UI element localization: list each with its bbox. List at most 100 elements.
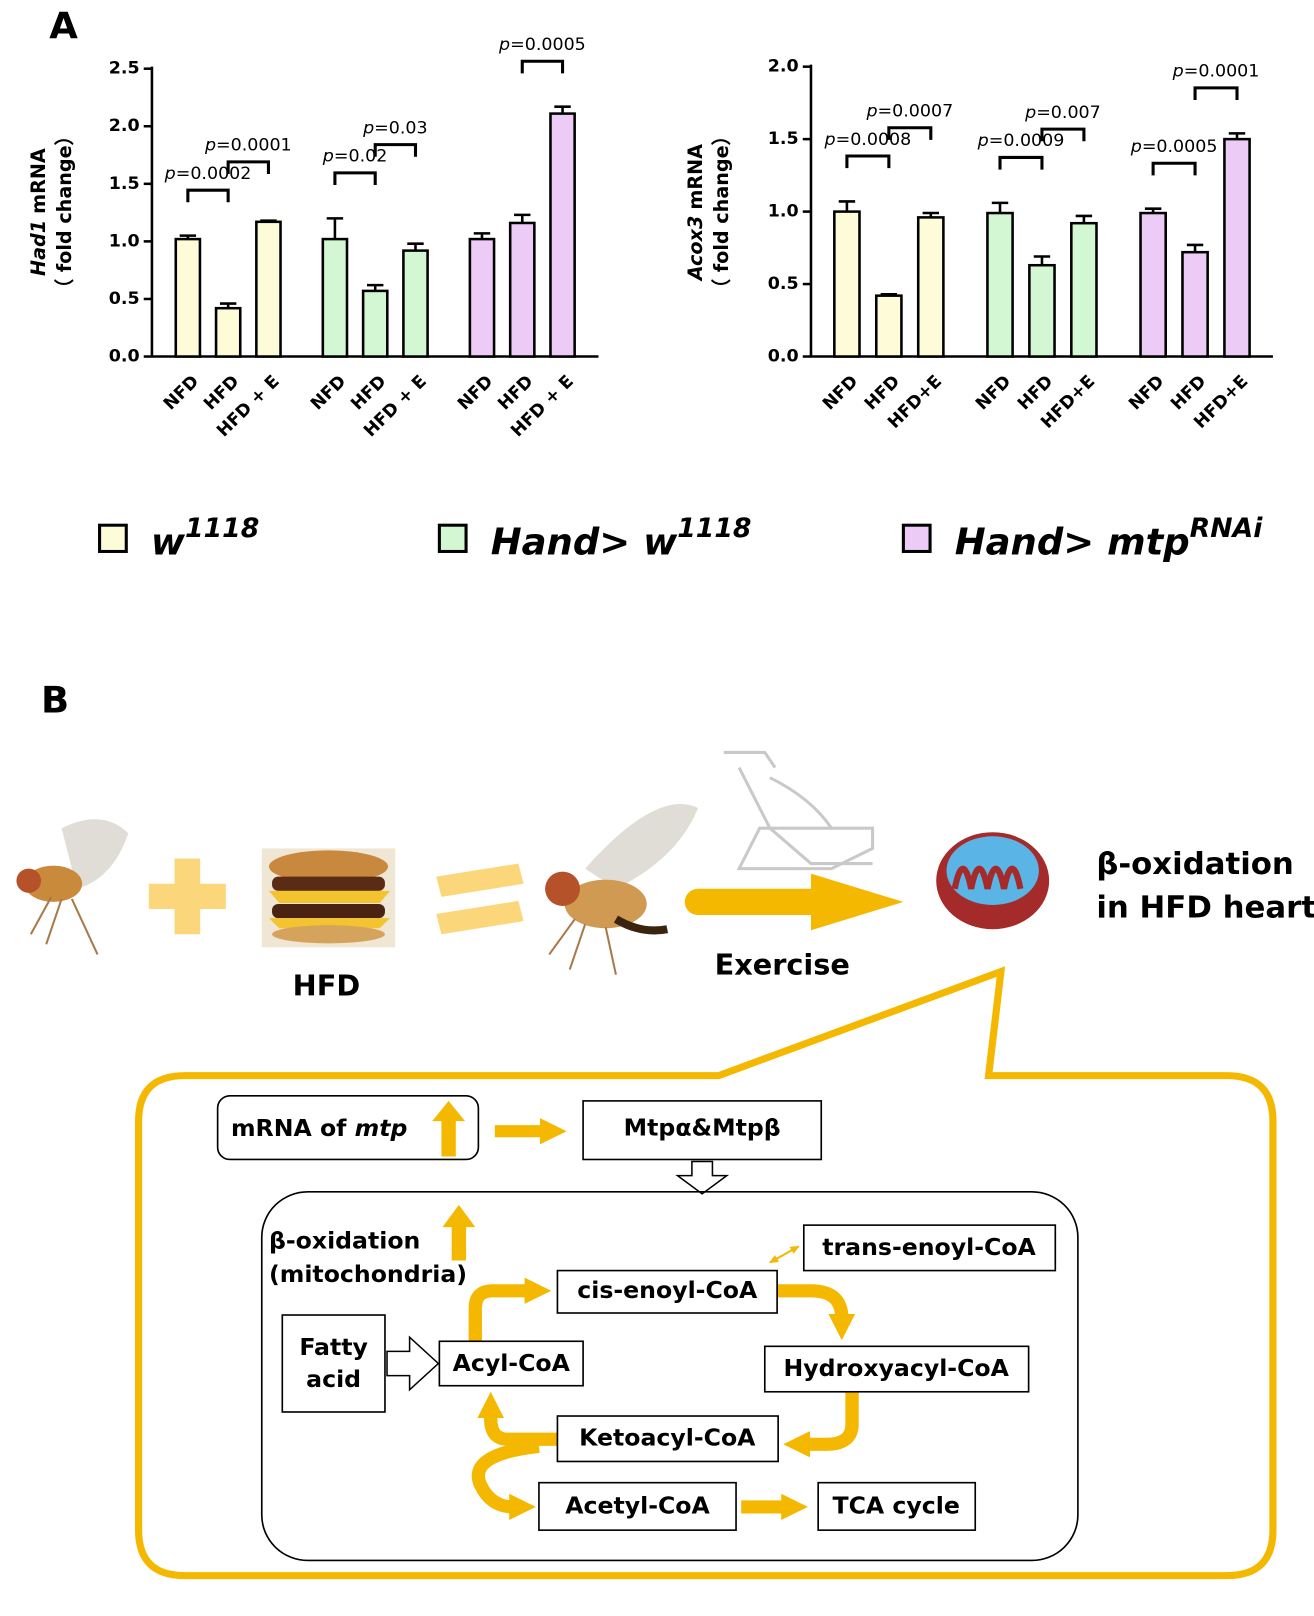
text: =0.0009 <box>989 131 1065 151</box>
legend-label: Hand> w1118 <box>491 513 752 563</box>
error-bar <box>366 283 384 291</box>
text: Hand> w <box>491 520 678 563</box>
significance-bracket <box>1151 161 1197 176</box>
text: =0.0005 <box>1142 137 1218 157</box>
text: 1118 <box>185 513 259 544</box>
panel-label: A <box>49 5 78 48</box>
node-label: Ketoacyl-CoA <box>579 1424 755 1452</box>
bar <box>1223 137 1251 358</box>
arrow <box>477 1391 558 1446</box>
significance-bracket <box>1040 127 1086 142</box>
node-label: Mtpα&Mtpβ <box>624 1114 781 1142</box>
bar <box>549 112 576 358</box>
error-bar <box>838 200 856 212</box>
node-box <box>281 1314 386 1413</box>
p-value: p=0.0005 <box>1130 137 1218 157</box>
bar <box>321 237 349 358</box>
p-value: p=0.0001 <box>1172 62 1260 82</box>
bar <box>874 294 903 358</box>
p-value: p=0.0002 <box>164 164 252 184</box>
bar <box>1070 221 1098 358</box>
text: p <box>164 164 176 184</box>
up-arrow <box>432 1100 466 1157</box>
error-bar <box>1075 214 1093 224</box>
node-box <box>763 1345 1030 1393</box>
bar <box>214 306 242 358</box>
equals-icon <box>436 863 524 935</box>
x-tick-label: NFD <box>1125 372 1168 415</box>
bar <box>174 237 202 358</box>
y-axis-label: Had1 mRNA <box>26 148 49 276</box>
p-value: p=0.02 <box>322 147 388 167</box>
error-bar <box>260 219 277 222</box>
node-label: Acyl-CoA <box>453 1349 570 1377</box>
text: p <box>1172 62 1184 82</box>
text: p <box>322 147 334 167</box>
text: =0.0001 <box>1184 62 1260 82</box>
legend-label: Hand> mtpRNAi <box>955 513 1264 563</box>
error-bar <box>1186 243 1204 253</box>
legend-swatch <box>98 523 128 553</box>
y-axis-label: Acox3 mRNA <box>683 144 706 282</box>
error-bar <box>880 292 898 296</box>
significance-bracket <box>845 154 891 169</box>
arrow <box>783 1391 859 1458</box>
y-tick-label: 0.0 <box>768 347 799 367</box>
significance-bracket <box>226 160 270 175</box>
panel-label: B <box>41 679 69 722</box>
text: Had1 <box>26 220 49 276</box>
error-bar <box>1144 207 1162 214</box>
text: p <box>824 130 836 150</box>
label: in HFD heart <box>1096 891 1314 926</box>
error-bar <box>179 234 197 240</box>
text: =0.007 <box>1036 103 1101 123</box>
bar <box>468 237 496 358</box>
text: p <box>498 35 510 55</box>
legend-swatch <box>901 523 932 553</box>
error-bar <box>922 211 940 218</box>
bar <box>986 211 1014 358</box>
text: Hand> mtp <box>955 520 1190 563</box>
diagram: B HFD Exercise β-oxidation in HFD heart … <box>16 679 1314 1580</box>
significance-bracket <box>520 59 565 74</box>
text: mRNA <box>26 148 49 214</box>
node-label: acid <box>306 1365 361 1393</box>
p-value: p=0.0008 <box>824 130 912 150</box>
error-bar <box>326 217 344 240</box>
text: =0.02 <box>334 147 387 167</box>
text: RNAi <box>1190 513 1264 544</box>
p-value: p=0.0009 <box>977 131 1065 151</box>
y-tick-label: 2.0 <box>109 116 140 136</box>
y-tick-label: 0.5 <box>768 274 799 294</box>
arrow <box>471 1439 540 1521</box>
text: =0.0002 <box>176 164 252 184</box>
bar <box>508 221 536 358</box>
y-tick-label: 0.0 <box>109 347 140 367</box>
node-box <box>438 1340 584 1387</box>
y-tick-label: 1.5 <box>768 129 799 149</box>
error-bar <box>514 213 531 223</box>
text: =0.0001 <box>216 136 292 156</box>
callout <box>134 966 1277 1580</box>
fly-icon <box>16 819 129 955</box>
x-tick-label: NFD <box>454 372 497 415</box>
significance-bracket <box>998 155 1044 170</box>
error-bar <box>1033 255 1051 266</box>
fly-icon <box>545 803 699 975</box>
significance-bracket <box>186 188 230 203</box>
node-box <box>538 1481 737 1531</box>
node-box <box>216 1095 480 1161</box>
x-tick-label: NFD <box>972 372 1015 415</box>
label: β-oxidation <box>269 1227 420 1255</box>
p-value: p=0.0005 <box>498 35 586 55</box>
x-tick-label: NFD <box>160 372 203 415</box>
y-tick-label: 1.5 <box>109 174 140 194</box>
significance-bracket <box>1193 86 1239 101</box>
hollow-arrow <box>386 1335 440 1392</box>
text: =0.03 <box>374 119 427 139</box>
text: p <box>865 102 877 122</box>
text: 1118 <box>677 513 751 544</box>
label: (mitochondria) <box>269 1260 467 1288</box>
bar <box>402 249 429 358</box>
